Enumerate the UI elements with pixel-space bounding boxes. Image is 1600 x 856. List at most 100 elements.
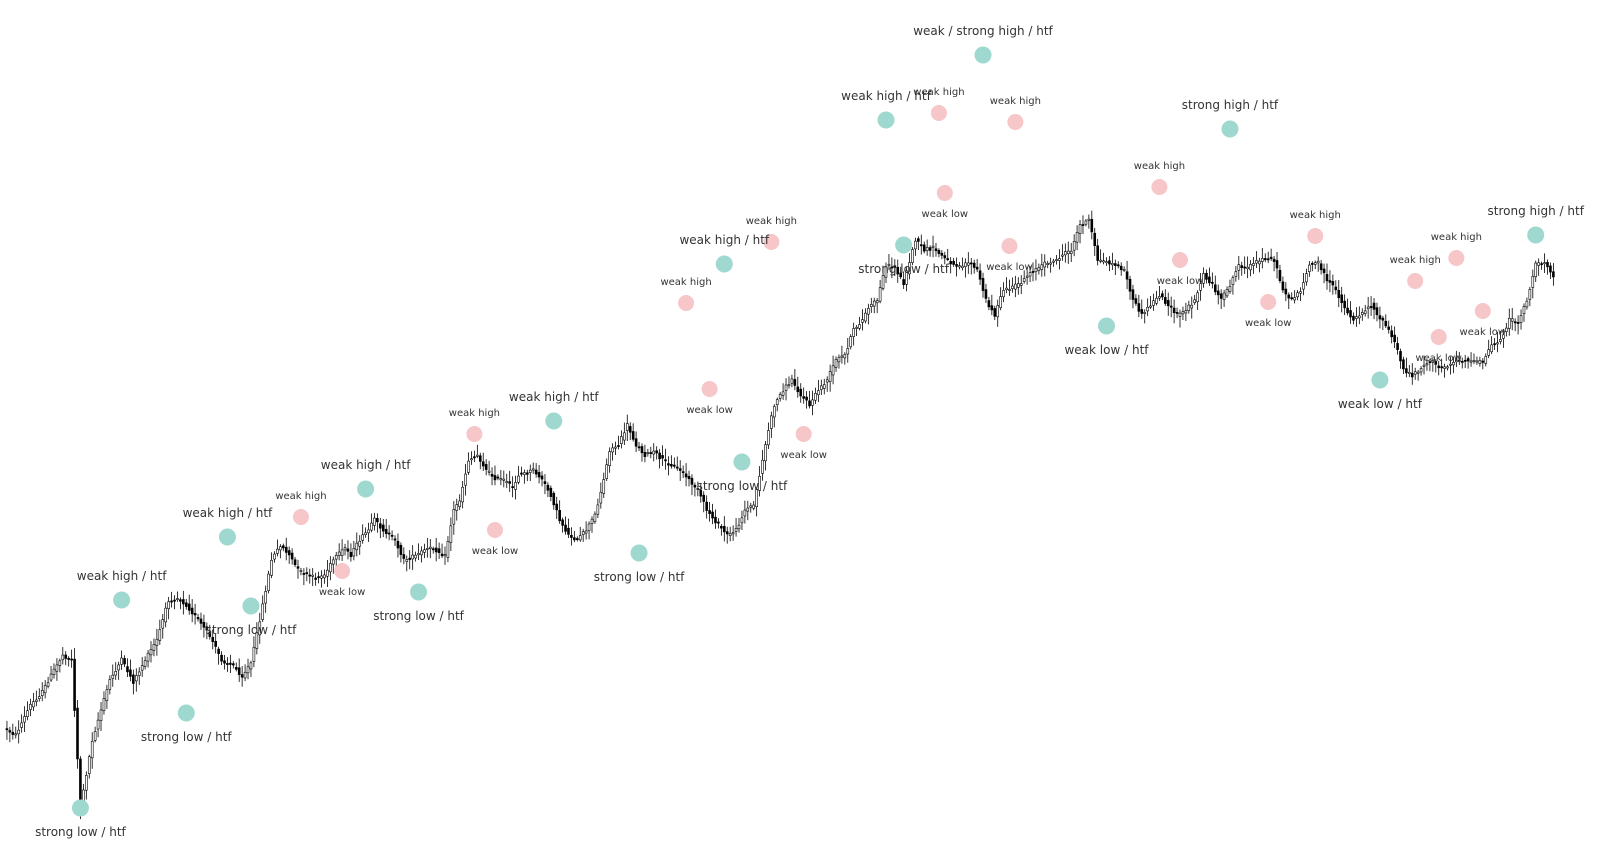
candle-bear <box>1116 264 1120 267</box>
candle-bull <box>135 675 138 682</box>
candle-bull <box>587 523 591 532</box>
candle-bull <box>243 671 247 679</box>
candle-bull <box>1475 360 1479 363</box>
swing-label: weak low <box>780 450 827 461</box>
candle-bear <box>917 238 920 242</box>
candle-bull <box>623 432 626 441</box>
candle-bull <box>778 394 782 399</box>
htf-swing-marker <box>630 544 648 562</box>
candle-bull <box>1069 250 1073 254</box>
candle-bull <box>1178 312 1182 317</box>
candle-bear <box>1428 361 1432 364</box>
candle-bull <box>790 378 794 384</box>
candle-bull <box>958 265 961 268</box>
candle-bull <box>467 460 470 473</box>
minor-swing-marker <box>795 426 812 442</box>
candle-bull <box>523 472 526 475</box>
candle-bear <box>678 468 682 471</box>
candle-bull <box>737 524 741 530</box>
candle-bear <box>690 477 694 485</box>
candle-bull <box>1011 285 1014 289</box>
candle-bear <box>1108 260 1111 265</box>
candle-bear <box>934 248 938 252</box>
candle-bull <box>373 517 376 526</box>
minor-swing-marker <box>1001 238 1018 254</box>
candle-bull <box>746 507 750 512</box>
candle-bull <box>414 554 417 559</box>
candle-bull <box>1528 289 1532 300</box>
candle-bear <box>675 466 679 469</box>
candle-bear <box>1319 263 1323 271</box>
candle-bull <box>914 240 917 250</box>
candle-bull <box>1049 262 1052 265</box>
candle-bear <box>1410 372 1414 378</box>
candle-bear <box>1372 302 1376 310</box>
swing-label: weak high / htf <box>183 506 273 520</box>
candle-bear <box>714 516 717 524</box>
candle-bull <box>1446 366 1449 369</box>
candle-bull <box>781 391 785 396</box>
candle-bull <box>1543 262 1546 265</box>
htf-swing-marker <box>410 583 428 601</box>
candle-bull <box>1502 334 1505 339</box>
candle-bull <box>1043 261 1047 268</box>
candle-bull <box>326 569 329 577</box>
candle-bull <box>1422 364 1426 367</box>
swing-markers-layer <box>71 46 1545 817</box>
candle-bear <box>1205 272 1208 280</box>
candle-bull <box>29 703 32 710</box>
candle-bull <box>578 535 582 541</box>
candle-bull <box>120 657 123 665</box>
candle-bear <box>170 600 173 603</box>
candle-bull <box>1008 289 1011 291</box>
candle-bear <box>981 278 985 291</box>
candle-bear <box>393 538 397 541</box>
candle-bull <box>37 696 41 699</box>
candle-bull <box>61 654 65 661</box>
candle-bull <box>299 570 303 572</box>
candle-bear <box>555 503 559 511</box>
candle-bear <box>1460 361 1464 363</box>
candle-bull <box>279 546 282 551</box>
candle-bear <box>1290 297 1294 300</box>
candle-bear <box>796 386 800 393</box>
minor-swing-marker <box>1448 250 1465 266</box>
candle-bear <box>711 511 714 519</box>
candle-bull <box>452 509 456 525</box>
candle-bear <box>649 452 653 454</box>
candle-bull <box>611 447 614 453</box>
candle-bull <box>1155 297 1158 304</box>
candle-bear <box>540 475 544 480</box>
candle-bear <box>1493 343 1496 346</box>
swing-label: weak high / htf <box>321 458 411 472</box>
candle-bull <box>1025 275 1029 278</box>
candle-bull <box>164 607 167 623</box>
htf-swing-marker <box>177 704 195 722</box>
candle-bull <box>1022 278 1026 282</box>
candle-bull <box>167 601 170 609</box>
candle-bear <box>667 463 670 466</box>
candle-bear <box>232 663 235 666</box>
candle-bull <box>867 308 870 315</box>
candle-bull <box>696 488 700 490</box>
minor-swing-marker <box>486 522 503 538</box>
candle-bear <box>940 252 944 256</box>
candle-bear <box>126 666 129 673</box>
candle-bear <box>1440 366 1443 369</box>
candle-bull <box>370 522 373 531</box>
candle-bear <box>1322 268 1326 274</box>
candle-bear <box>1513 321 1517 324</box>
candle-bear <box>1381 317 1385 321</box>
minor-swing-marker <box>1307 228 1324 244</box>
candle-bull <box>464 473 467 486</box>
candle-bull <box>1293 297 1296 301</box>
candle-bear <box>296 566 300 569</box>
candle-bull <box>858 324 861 329</box>
candle-bull <box>1313 262 1317 265</box>
candle-bull <box>502 478 506 481</box>
candle-bull <box>46 682 50 687</box>
swing-label: weak high <box>275 491 326 502</box>
candle-bear <box>1278 269 1282 281</box>
candle-bear <box>1243 266 1246 269</box>
candle-bull <box>1261 258 1264 262</box>
